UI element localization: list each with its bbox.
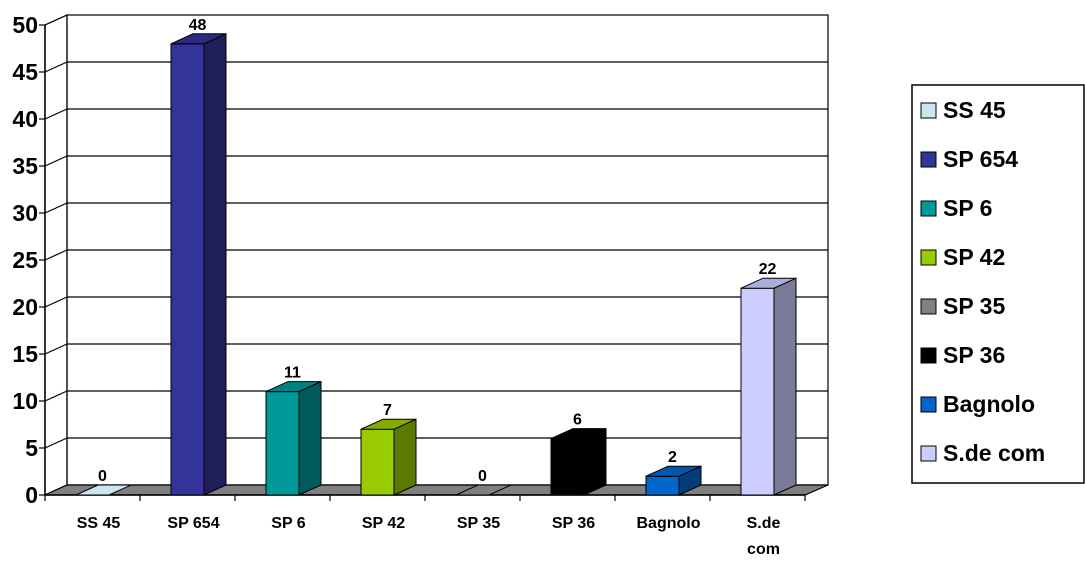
legend: SS 45 SP 654 SP 6 SP 42 SP 35 SP 36 Bagnolo S.d… xyxy=(911,84,1085,484)
bars xyxy=(75,33,797,496)
bar-sp-36 xyxy=(550,427,607,496)
bar-front xyxy=(360,428,395,496)
legend-swatch xyxy=(920,151,937,168)
bar-s-de-com xyxy=(740,277,797,496)
legend-box xyxy=(911,84,1085,484)
gridline-side xyxy=(44,108,68,120)
y-tick-label: 25 xyxy=(12,247,38,273)
legend-swatch xyxy=(920,445,937,462)
bar-side xyxy=(393,418,417,496)
y-tick-label: 35 xyxy=(12,153,38,179)
legend-entry: SP 654 xyxy=(943,146,1018,172)
data-label: 22 xyxy=(759,261,777,278)
data-label: 0 xyxy=(98,468,107,485)
gridline-side xyxy=(44,61,68,73)
legend-swatch xyxy=(920,102,937,119)
bar-side xyxy=(298,380,322,496)
gridline-side xyxy=(44,343,68,355)
legend-swatch xyxy=(920,249,937,266)
bar-top xyxy=(75,484,132,496)
x-tick-label: SP 6 xyxy=(271,515,306,532)
data-label: 6 xyxy=(573,412,582,429)
bar-front xyxy=(265,391,300,496)
data-label: 0 xyxy=(478,468,487,485)
legend-entry: S.de com xyxy=(943,440,1045,466)
legend-entry: SP 42 xyxy=(943,244,1005,270)
bar-sp-654 xyxy=(170,33,227,496)
bar-top xyxy=(455,484,512,496)
data-label: 11 xyxy=(284,365,301,382)
gridlines xyxy=(44,14,829,496)
legend-entry: SS 45 xyxy=(943,97,1006,123)
y-tick-label: 0 xyxy=(25,482,38,508)
bar-sp-35 xyxy=(455,484,512,496)
bar-top xyxy=(550,428,607,440)
gridline-side xyxy=(44,155,68,167)
bar-side xyxy=(773,277,797,496)
bar-top xyxy=(170,33,227,45)
y-tick-label: 50 xyxy=(12,12,38,38)
bar-top xyxy=(360,418,417,430)
x-tick-label: SS 45 xyxy=(77,515,121,532)
bar-sp-6 xyxy=(265,380,322,496)
y-tick-label: 30 xyxy=(12,200,38,226)
y-tick-label: 5 xyxy=(25,435,38,461)
legend-swatch xyxy=(920,298,937,315)
y-tick-label: 20 xyxy=(12,294,38,320)
bar-front xyxy=(740,287,775,496)
gridline-side xyxy=(44,437,68,449)
y-tick-label: 10 xyxy=(12,388,38,414)
legend-entry: Bagnolo xyxy=(943,391,1035,417)
bar-front xyxy=(170,43,205,496)
bar-side xyxy=(583,427,607,496)
bar-side xyxy=(203,33,227,496)
bar-bagnolo xyxy=(645,465,702,496)
y-tick-label: 15 xyxy=(12,341,38,367)
bar-top xyxy=(265,381,322,393)
bar-top xyxy=(645,465,702,477)
bar-top xyxy=(740,277,797,289)
gridline-side xyxy=(44,296,68,308)
data-label: 48 xyxy=(189,17,207,34)
legend-swatch xyxy=(920,200,937,217)
legend-entry: SP 36 xyxy=(943,342,1005,368)
bar-front xyxy=(645,475,680,496)
y-tick-label: 40 xyxy=(12,106,38,132)
legend-entry: SP 6 xyxy=(943,195,992,221)
data-label: 2 xyxy=(668,449,677,466)
x-tick-label: SP 654 xyxy=(167,515,219,532)
labels: 0 SS 45 48 SP 654 11 SP 6 7 SP 42 0 SP 35 6 SP 36 2 B… xyxy=(77,17,781,558)
legend-entry: SP 35 xyxy=(943,293,1005,319)
legend-swatch xyxy=(920,396,937,413)
legend-swatch xyxy=(920,347,937,364)
x-tick-label: SP 36 xyxy=(552,515,595,532)
plot-floor xyxy=(44,484,829,496)
x-tick-label: Bagnolo xyxy=(637,515,701,532)
y-tick-label: 45 xyxy=(12,59,38,85)
bar-ss-45 xyxy=(75,484,132,496)
gridline-side xyxy=(44,249,68,261)
x-tick-label: SP 35 xyxy=(457,515,500,532)
gridline-side xyxy=(44,202,68,214)
bar-front xyxy=(550,438,585,496)
gridline-side xyxy=(44,390,68,402)
x-tick-label: S.de com xyxy=(747,515,781,558)
bar-sp-42 xyxy=(360,418,417,496)
data-label: 7 xyxy=(383,402,392,419)
x-tick-label: SP 42 xyxy=(362,515,405,532)
